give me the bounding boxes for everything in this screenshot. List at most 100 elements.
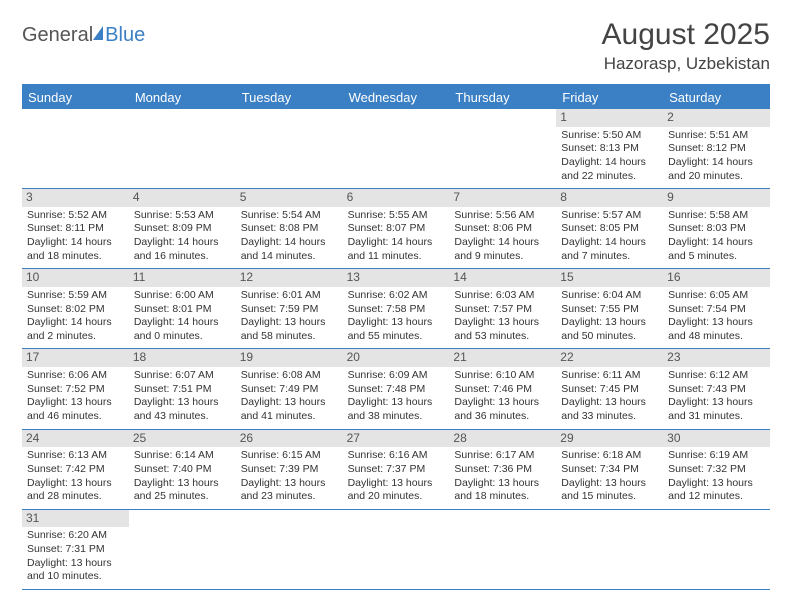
day-sunset: Sunset: 7:54 PM xyxy=(668,303,765,317)
day-sunrise: Sunrise: 5:52 AM xyxy=(27,209,124,223)
day-sunset: Sunset: 7:52 PM xyxy=(27,383,124,397)
calendar-day-cell xyxy=(236,510,343,589)
day-number: 17 xyxy=(22,349,129,367)
day-sunset: Sunset: 8:13 PM xyxy=(561,142,658,156)
weekday-header: Friday xyxy=(556,86,663,109)
day-sunrise: Sunrise: 5:51 AM xyxy=(668,129,765,143)
day-sunrise: Sunrise: 6:00 AM xyxy=(134,289,231,303)
day-sunrise: Sunrise: 6:07 AM xyxy=(134,369,231,383)
calendar-day-cell: 16Sunrise: 6:05 AMSunset: 7:54 PMDayligh… xyxy=(663,269,770,348)
day-sunrise: Sunrise: 6:03 AM xyxy=(454,289,551,303)
day-sunrise: Sunrise: 5:57 AM xyxy=(561,209,658,223)
day-number: 6 xyxy=(343,189,450,207)
day-sunset: Sunset: 8:11 PM xyxy=(27,222,124,236)
day-daylight: Daylight: 13 hours and 20 minutes. xyxy=(348,477,445,504)
calendar-day-cell: 29Sunrise: 6:18 AMSunset: 7:34 PMDayligh… xyxy=(556,430,663,509)
day-number: 20 xyxy=(343,349,450,367)
day-number: 1 xyxy=(556,109,663,127)
day-sunset: Sunset: 7:48 PM xyxy=(348,383,445,397)
calendar-day-cell: 26Sunrise: 6:15 AMSunset: 7:39 PMDayligh… xyxy=(236,430,343,509)
title-block: August 2025 Hazorasp, Uzbekistan xyxy=(602,18,770,74)
day-daylight: Daylight: 14 hours and 0 minutes. xyxy=(134,316,231,343)
day-daylight: Daylight: 13 hours and 18 minutes. xyxy=(454,477,551,504)
day-daylight: Daylight: 13 hours and 15 minutes. xyxy=(561,477,658,504)
day-sunrise: Sunrise: 6:15 AM xyxy=(241,449,338,463)
day-sunrise: Sunrise: 6:19 AM xyxy=(668,449,765,463)
weekday-header: Tuesday xyxy=(236,86,343,109)
calendar-day-cell: 20Sunrise: 6:09 AMSunset: 7:48 PMDayligh… xyxy=(343,349,450,428)
weekday-header: Wednesday xyxy=(343,86,450,109)
day-sunset: Sunset: 8:07 PM xyxy=(348,222,445,236)
day-sunset: Sunset: 7:36 PM xyxy=(454,463,551,477)
day-number: 26 xyxy=(236,430,343,448)
day-number: 13 xyxy=(343,269,450,287)
calendar-day-cell: 15 Sunrise: 6:04 AMSunset: 7:55 PMDayligh… xyxy=(556,269,663,348)
day-number: 23 xyxy=(663,349,770,367)
day-number: 2 xyxy=(663,109,770,127)
calendar-body: 1Sunrise: 5:50 AMSunset: 8:13 PMDaylight… xyxy=(22,109,770,590)
day-daylight: Daylight: 13 hours and 50 minutes. xyxy=(561,316,658,343)
day-sunrise: Sunrise: 6:06 AM xyxy=(27,369,124,383)
day-number: 14 xyxy=(449,269,556,287)
day-sunrise: Sunrise: 6:09 AM xyxy=(348,369,445,383)
day-sunrise: Sunrise: 6:11 AM xyxy=(561,369,658,383)
day-number: 19 xyxy=(236,349,343,367)
day-sunset: Sunset: 7:34 PM xyxy=(561,463,658,477)
calendar-day-cell: 23Sunrise: 6:12 AMSunset: 7:43 PMDayligh… xyxy=(663,349,770,428)
day-number: 5 xyxy=(236,189,343,207)
calendar-day-cell: 18Sunrise: 6:07 AMSunset: 7:51 PMDayligh… xyxy=(129,349,236,428)
day-sunset: Sunset: 7:57 PM xyxy=(454,303,551,317)
calendar-day-cell: 24Sunrise: 6:13 AMSunset: 7:42 PMDayligh… xyxy=(22,430,129,509)
weekday-header: Saturday xyxy=(663,86,770,109)
calendar-day-cell xyxy=(22,109,129,188)
calendar-day-cell: 14 Sunrise: 6:03 AMSunset: 7:57 PMDayligh… xyxy=(449,269,556,348)
day-number: 15 xyxy=(556,269,663,287)
calendar-day-cell: 5Sunrise: 5:54 AMSunset: 8:08 PMDaylight… xyxy=(236,189,343,268)
calendar-day-cell: 8Sunrise: 5:57 AMSunset: 8:05 PMDaylight… xyxy=(556,189,663,268)
calendar-day-cell: 21Sunrise: 6:10 AMSunset: 7:46 PMDayligh… xyxy=(449,349,556,428)
day-daylight: Daylight: 14 hours and 16 minutes. xyxy=(134,236,231,263)
day-sunset: Sunset: 7:49 PM xyxy=(241,383,338,397)
calendar-day-cell: 31Sunrise: 6:20 AMSunset: 7:31 PMDayligh… xyxy=(22,510,129,589)
day-number: 3 xyxy=(22,189,129,207)
calendar-week-row: 10Sunrise: 5:59 AMSunset: 8:02 PMDayligh… xyxy=(22,269,770,349)
month-title: August 2025 xyxy=(602,18,770,52)
day-sunrise: Sunrise: 5:58 AM xyxy=(668,209,765,223)
day-number: 31 xyxy=(22,510,129,528)
logo-text-2: Blue xyxy=(105,24,145,47)
logo: General Blue xyxy=(22,18,145,47)
day-sunset: Sunset: 7:55 PM xyxy=(561,303,658,317)
calendar-day-cell: 17Sunrise: 6:06 AMSunset: 7:52 PMDayligh… xyxy=(22,349,129,428)
day-number: 11 xyxy=(129,269,236,287)
day-number: 18 xyxy=(129,349,236,367)
calendar-day-cell: 2Sunrise: 5:51 AMSunset: 8:12 PMDaylight… xyxy=(663,109,770,188)
day-sunset: Sunset: 8:12 PM xyxy=(668,142,765,156)
day-number: 8 xyxy=(556,189,663,207)
day-sunset: Sunset: 7:40 PM xyxy=(134,463,231,477)
day-sunset: Sunset: 7:59 PM xyxy=(241,303,338,317)
day-number: 24 xyxy=(22,430,129,448)
day-daylight: Daylight: 13 hours and 43 minutes. xyxy=(134,396,231,423)
logo-triangle-icon xyxy=(93,26,103,40)
day-number: 22 xyxy=(556,349,663,367)
calendar: SundayMondayTuesdayWednesdayThursdayFrid… xyxy=(22,84,770,590)
day-daylight: Daylight: 13 hours and 53 minutes. xyxy=(454,316,551,343)
day-daylight: Daylight: 14 hours and 5 minutes. xyxy=(668,236,765,263)
calendar-day-cell: 9Sunrise: 5:58 AMSunset: 8:03 PMDaylight… xyxy=(663,189,770,268)
day-daylight: Daylight: 13 hours and 25 minutes. xyxy=(134,477,231,504)
day-daylight: Daylight: 14 hours and 14 minutes. xyxy=(241,236,338,263)
calendar-day-cell xyxy=(449,510,556,589)
day-daylight: Daylight: 13 hours and 10 minutes. xyxy=(27,557,124,584)
calendar-day-cell: 1Sunrise: 5:50 AMSunset: 8:13 PMDaylight… xyxy=(556,109,663,188)
day-sunrise: Sunrise: 6:10 AM xyxy=(454,369,551,383)
day-sunrise: Sunrise: 6:13 AM xyxy=(27,449,124,463)
day-sunrise: Sunrise: 5:59 AM xyxy=(27,289,124,303)
day-sunrise: Sunrise: 6:04 AM xyxy=(561,289,658,303)
calendar-day-cell xyxy=(343,510,450,589)
calendar-day-cell: 19Sunrise: 6:08 AMSunset: 7:49 PMDayligh… xyxy=(236,349,343,428)
location-label: Hazorasp, Uzbekistan xyxy=(602,54,770,74)
day-sunset: Sunset: 7:37 PM xyxy=(348,463,445,477)
day-daylight: Daylight: 13 hours and 58 minutes. xyxy=(241,316,338,343)
day-number: 9 xyxy=(663,189,770,207)
day-daylight: Daylight: 13 hours and 31 minutes. xyxy=(668,396,765,423)
